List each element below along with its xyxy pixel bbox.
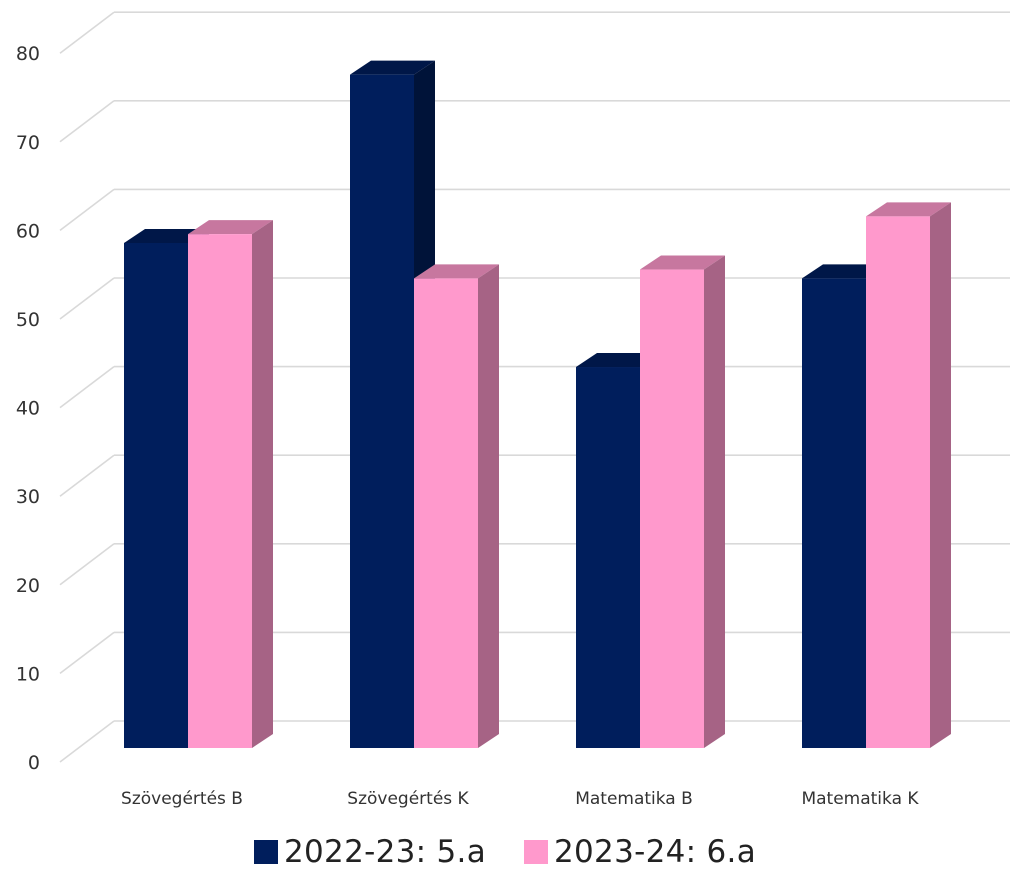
bar [188,220,273,748]
y-tick-label: 0 [28,752,40,774]
bar [640,255,725,748]
y-tick-label: 20 [16,575,40,597]
legend-label-series-2: 2023-24: 6.a [554,834,756,870]
x-tick-label: Matematika K [801,789,919,809]
gridline [59,188,1010,232]
legend-swatch-series-1 [254,840,278,864]
y-tick-label: 70 [16,132,40,154]
bars [124,60,951,749]
legend-label-series-1: 2022-23: 5.a [284,834,486,870]
y-axis-ticks: 0 10 20 30 40 50 60 70 80 [16,43,40,774]
bar [414,264,499,748]
legend-swatch-series-2 [524,840,548,864]
gridline [59,11,1010,54]
y-tick-label: 40 [16,398,40,420]
x-tick-label: Szövegértés K [347,789,469,809]
bar [866,202,951,748]
y-tick-label: 30 [16,486,40,508]
legend-item-series-1: 2022-23: 5.a [254,834,486,870]
x-tick-label: Matematika B [575,789,693,809]
x-axis-ticks: Szövegértés B Szövegértés K Matematika B Ma… [121,789,919,809]
y-tick-label: 50 [16,309,40,331]
gridline [59,100,1010,143]
x-tick-label: Szövegértés B [121,789,243,809]
legend: 2022-23: 5.a 2023-24: 6.a [0,832,1010,872]
y-tick-label: 60 [16,220,40,242]
y-tick-label: 80 [16,43,40,65]
legend-item-series-2: 2023-24: 6.a [524,834,756,870]
y-tick-label: 10 [16,663,40,685]
